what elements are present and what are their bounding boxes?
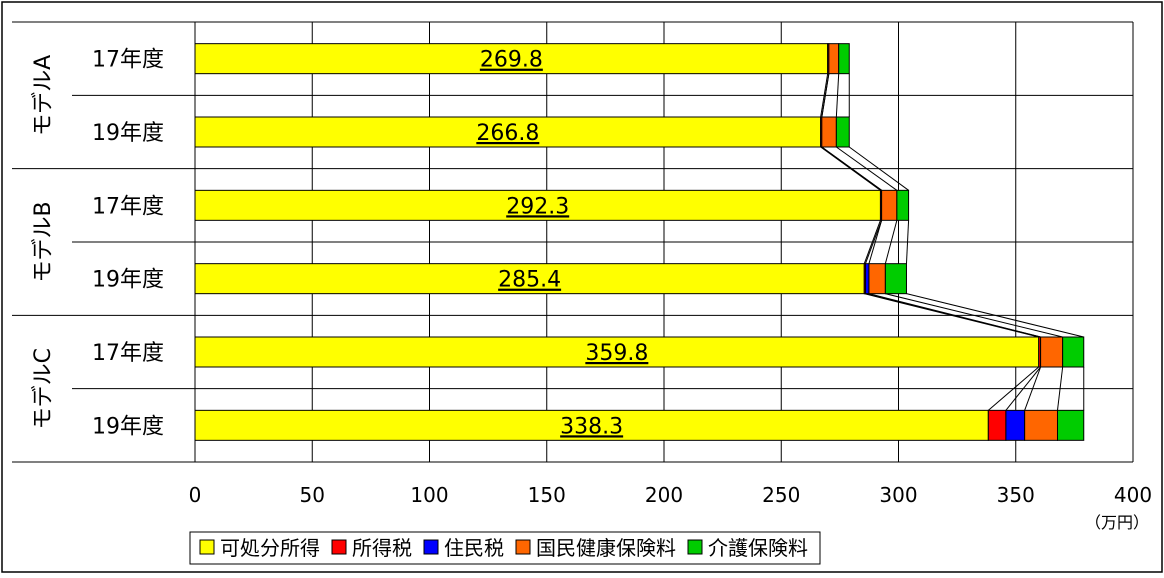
connector-line [864,220,883,264]
connector-line [1024,366,1042,411]
x-tick-label: 100 [410,483,448,507]
group-label: モデルC [31,348,56,429]
data-label: 292.3 [506,194,569,219]
connector-line [836,146,898,191]
bar-segment [194,409,989,441]
category-label: 19年度 [92,414,164,439]
category-label: 19年度 [92,268,164,293]
legend-label: 住民税 [444,536,504,560]
bar-segment [987,409,1007,441]
x-tick-label: 50 [300,483,325,507]
connector-line [820,73,829,118]
bar-segment [1040,336,1064,368]
unit-label: （万円） [1085,513,1149,532]
bar-segment [194,263,865,295]
legend: 可処分所得 所得税 住民税 国民健康保険料 介護保険料 [189,531,821,565]
data-label: 338.3 [560,414,623,439]
bar-segment [1024,409,1058,441]
legend-items: 可処分所得 所得税 住民税 国民健康保険料 介護保険料 [199,536,808,560]
data-label: 266.8 [476,121,539,146]
bar-segment [884,263,907,295]
bar-segment [881,189,898,221]
connector-line [820,146,881,191]
category-label: 19年度 [92,121,164,146]
x-tick-label: 0 [189,483,202,507]
bar-segment [1056,409,1085,441]
bar-segment [194,336,1040,368]
connector-line [848,146,909,191]
legend-swatch [515,539,531,555]
group-labels: モデルA モデルB モデルC [31,55,56,430]
connector-line [835,73,840,118]
bar-segment [194,116,822,148]
category-label: 17年度 [92,48,164,73]
x-tick-label: 400 [1114,483,1152,507]
bars [194,43,1085,441]
bar-segment [896,189,910,221]
connector-line [906,293,1084,338]
connector-line [885,293,1063,338]
x-tick-label: 250 [762,483,800,507]
connector-lines [820,73,1085,411]
category-label: 17年度 [92,341,164,366]
legend-box [189,531,821,565]
legend-label: 国民健康保険料 [536,536,676,560]
legend-label: 所得税 [352,536,412,560]
legend-label: 介護保険料 [708,536,808,560]
x-tick-label: 200 [645,483,683,507]
category-label: 17年度 [92,194,164,219]
x-tick-label: 150 [528,483,566,507]
connector-line [868,293,1041,338]
legend-label: 可処分所得 [220,536,320,560]
connector-line [868,220,883,264]
bar-segment [194,43,829,75]
connector-line [884,220,898,264]
connector-line [863,220,881,264]
category-labels: 17年度 19年度 17年度 19年度 17年度 19年度 [92,48,164,440]
group-label: モデルB [31,201,56,282]
group-label: モデルA [31,55,56,136]
data-label: 359.8 [585,341,648,366]
bar-segment [821,116,837,148]
legend-swatch [331,539,347,555]
bar-segment [1005,409,1026,441]
legend-swatch [687,539,703,555]
data-labels: 269.8 266.8 292.3 285.4 359.8 338.3 [476,48,648,440]
connector-line [1005,366,1041,411]
connector-line [821,73,830,118]
connector-line [905,220,910,264]
legend-swatch [423,539,439,555]
bar-segment [838,43,850,75]
x-axis-ticks: 0 50 100 150 200 250 300 350 400 [189,483,1152,507]
connector-line [987,366,1040,411]
row-separators [12,21,1133,463]
bar-segment [828,43,840,75]
bar-segment [864,263,870,295]
legend-swatch [199,539,215,555]
connector-line [821,146,882,191]
x-tick-label: 350 [997,483,1035,507]
data-label: 285.4 [498,268,561,293]
data-label: 269.8 [480,48,543,73]
bar-segment [835,116,850,148]
bar-segment [868,263,886,295]
connector-line [1056,366,1064,411]
x-tick-label: 300 [879,483,917,507]
bar-segment [1062,336,1085,368]
